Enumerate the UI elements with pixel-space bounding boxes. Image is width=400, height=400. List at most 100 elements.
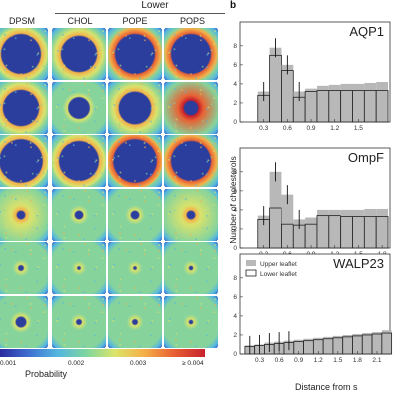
colorbar-tick-3: 0.003	[130, 360, 147, 367]
heatmap-cell-r6-pope	[108, 295, 162, 348]
heatmap-cell-r4-chol	[52, 188, 106, 241]
bar-upper-ompf	[293, 219, 306, 248]
colorbar-label: Probability	[25, 369, 68, 379]
chart-title-walp23: WALP23	[333, 256, 384, 271]
x-axis-label: Distance from s	[295, 382, 358, 392]
colorbar-tick-4: ≥ 0.004	[182, 360, 204, 367]
bar-upper-ompf	[316, 209, 329, 248]
bar-upper-walp23	[293, 339, 304, 354]
bar-upper-walp23	[362, 333, 373, 354]
bar-upper-aqp1	[293, 91, 306, 122]
x-tick-walp23: 0.3	[255, 357, 264, 364]
heatmap-cell-r4-dpsm	[0, 188, 48, 241]
bar-upper-ompf	[257, 215, 270, 248]
y-tick-ompf: 4	[233, 207, 237, 214]
y-tick-aqp1: 0	[233, 119, 237, 126]
bar-upper-ompf	[269, 171, 282, 248]
x-tick-aqp1: 0.3	[259, 125, 268, 132]
bar-upper-aqp1	[340, 83, 353, 122]
heatmap-cell-r3-dpsm	[0, 135, 48, 187]
bar-upper-walp23	[303, 338, 314, 354]
bar-upper-aqp1	[305, 88, 317, 122]
y-tick-aqp1: 8	[233, 43, 237, 50]
legend-swatch-upper	[246, 260, 256, 266]
y-tick-walp23: 0	[233, 351, 237, 358]
heatmap-cell-r1-pope	[108, 28, 162, 80]
bar-upper-aqp1	[281, 64, 294, 122]
bar-upper-aqp1	[257, 91, 270, 122]
chart-title-aqp1: AQP1	[349, 24, 384, 39]
bar-upper-aqp1	[364, 82, 377, 122]
heatmap-grid	[0, 28, 222, 348]
heatmap-cell-r1-pops	[164, 28, 218, 80]
heatmap-cell-r5-pope	[108, 242, 162, 294]
x-tick-aqp1: 0.6	[283, 125, 292, 132]
heatmap-cell-r2-pops	[164, 81, 218, 134]
column-header-dpsm: DPSM	[8, 16, 35, 26]
y-tick-aqp1: 6	[233, 62, 237, 69]
bar-upper-ompf	[328, 209, 341, 248]
heatmap-cell-r3-pope	[108, 135, 162, 187]
bar-lower-walp23	[381, 332, 393, 355]
bar-upper-ompf	[305, 217, 317, 248]
column-separator	[50, 28, 52, 348]
x-tick-walp23: 1.5	[333, 357, 342, 364]
y-tick-aqp1: 4	[233, 81, 237, 88]
y-tick-walp23: 8	[233, 275, 237, 282]
bar-upper-aqp1	[376, 82, 389, 122]
legend-swatch-lower	[245, 269, 257, 277]
group-header-lower: Lower	[141, 0, 169, 11]
x-tick-walp23: 2.1	[372, 357, 381, 364]
bar-upper-aqp1	[316, 85, 329, 122]
legend-label-upper: Upper leaflet	[260, 261, 297, 268]
y-tick-aqp1: 2	[233, 100, 237, 107]
bar-upper-ompf	[376, 208, 389, 248]
chart-title-ompf: OmpF	[348, 150, 384, 165]
bar-upper-walp23	[352, 334, 363, 354]
heatmap-cell-r4-pops	[164, 188, 218, 241]
heatmap-cell-r1-dpsm	[0, 28, 48, 80]
column-header-pops: POPS	[179, 16, 205, 26]
bar-upper-aqp1	[269, 47, 282, 122]
colorbar-tick-1: 0.001	[0, 360, 17, 367]
bar-upper-walp23	[381, 330, 392, 354]
heatmap-cell-r6-chol	[52, 295, 106, 348]
column-header-pope: POPE	[122, 16, 148, 26]
bar-upper-walp23	[313, 337, 324, 354]
x-tick-walp23: 1.8	[353, 357, 362, 364]
heatmap-cell-r6-dpsm	[0, 295, 48, 348]
cholesterol-bar-charts: 0 2 4 6 8 0.3 0.6 0.9 1.2 1.5 AQP1 0 2 4 6 8 0.3 0.6 0.9 1.…	[233, 21, 393, 364]
heatmap-cell-r5-chol	[52, 242, 106, 294]
x-tick-aqp1: 0.9	[307, 125, 316, 132]
x-tick-walp23: 0.9	[294, 357, 303, 364]
bar-lower-aqp1	[375, 90, 389, 123]
colorbar-tick-2: 0.002	[68, 360, 85, 367]
bar-upper-ompf	[281, 194, 294, 248]
legend-label-lower: Lower leaflet	[260, 271, 297, 278]
y-tick-ompf: 6	[233, 188, 237, 195]
bar-upper-walp23	[323, 336, 333, 354]
group-header-underline	[55, 13, 225, 14]
bar-upper-ompf	[364, 208, 377, 248]
y-tick-walp23: 2	[233, 332, 237, 339]
heatmap-cell-r3-pops	[164, 135, 218, 187]
heatmap-cell-r2-pope	[108, 81, 162, 134]
x-tick-aqp1: 1.2	[330, 125, 339, 132]
x-tick-aqp1: 1.5	[354, 125, 363, 132]
column-header-chol: CHOL	[67, 16, 93, 26]
y-tick-walp23: 4	[233, 313, 237, 320]
heatmap-cell-r2-chol	[52, 81, 106, 134]
bar-upper-ompf	[352, 209, 365, 248]
bar-upper-aqp1	[352, 83, 365, 122]
bar-upper-ompf	[340, 209, 353, 248]
heatmap-cell-r4-pope	[108, 188, 162, 241]
heatmap-cell-r5-pops	[164, 242, 218, 294]
heatmap-cell-r1-chol	[52, 28, 106, 80]
bar-upper-aqp1	[328, 84, 341, 122]
colorbar	[0, 349, 205, 357]
heatmap-cell-r5-dpsm	[0, 242, 48, 294]
bar-upper-walp23	[332, 335, 343, 354]
x-tick-walp23: 0.6	[275, 357, 284, 364]
panel-letter-b: b	[230, 0, 237, 11]
bar-upper-walp23	[342, 334, 353, 354]
